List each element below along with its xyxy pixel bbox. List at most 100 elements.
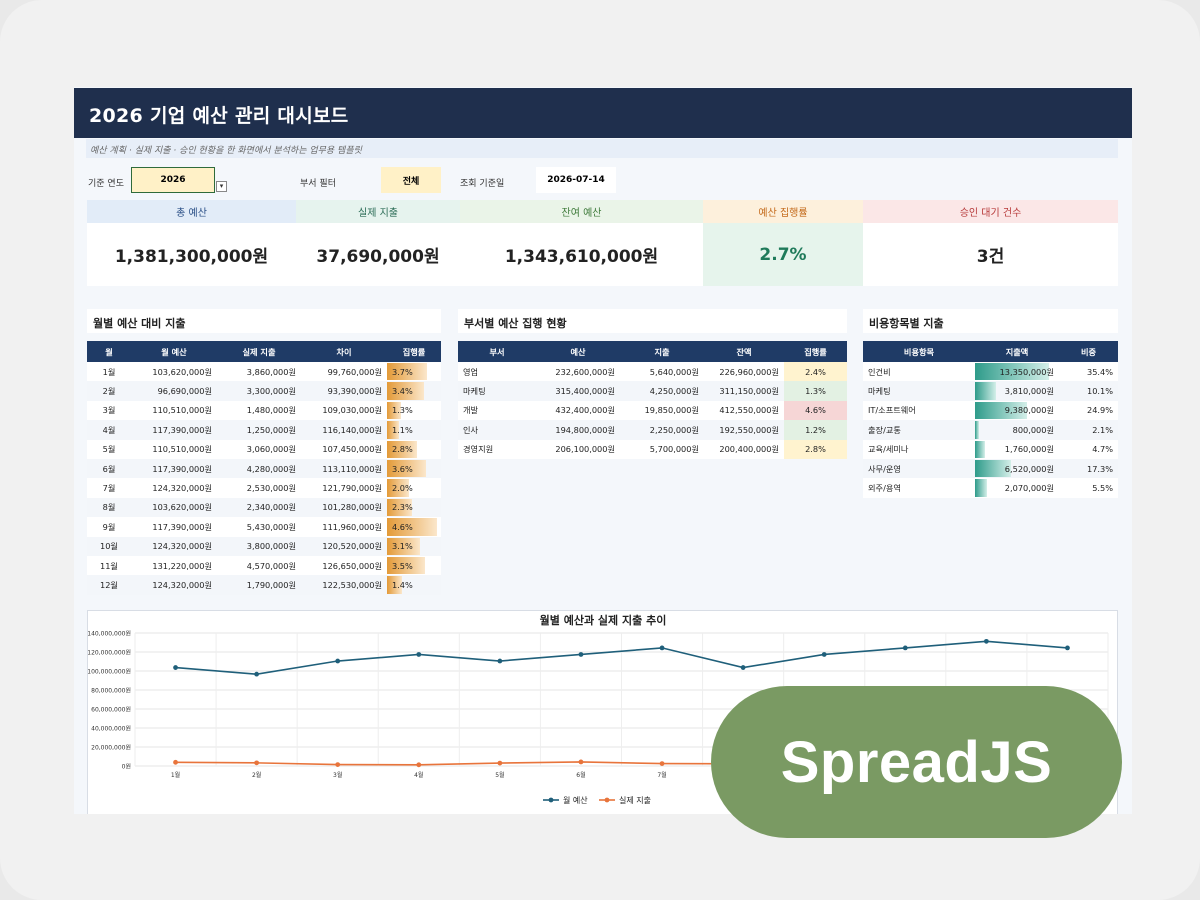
- diff-cell[interactable]: 107,450,000원: [301, 439, 387, 459]
- share-cell[interactable]: 4.7%: [1059, 439, 1118, 459]
- budget-cell[interactable]: 124,320,000원: [131, 536, 217, 556]
- table-row[interactable]: 10월 124,320,000원 3,800,000원 120,520,000원 3.1…: [87, 536, 441, 556]
- diff-cell[interactable]: 93,390,000원: [301, 381, 387, 401]
- budget-cell[interactable]: 96,690,000원: [131, 381, 217, 401]
- data-point[interactable]: [416, 762, 422, 768]
- budget-cell[interactable]: 206,100,000원: [536, 439, 620, 459]
- table-row[interactable]: 2월 96,690,000원 3,300,000원 93,390,000원 3.4%: [87, 381, 441, 401]
- share-cell[interactable]: 2.1%: [1059, 420, 1118, 440]
- dept-name-cell[interactable]: 영업: [458, 362, 536, 382]
- dept-name-cell[interactable]: 개발: [458, 400, 536, 421]
- diff-cell[interactable]: 121,790,000원: [301, 478, 387, 498]
- dept-name-cell[interactable]: 마케팅: [458, 381, 536, 401]
- budget-cell[interactable]: 117,390,000원: [131, 517, 217, 537]
- share-cell[interactable]: 35.4%: [1059, 362, 1118, 382]
- remain-cell[interactable]: 311,150,000원: [704, 381, 784, 401]
- table-row[interactable]: 출장/교통 800,000원 2.1%: [863, 420, 1118, 440]
- category-cell[interactable]: 사무/운영: [863, 458, 975, 479]
- rate-cell[interactable]: 2.0%: [387, 478, 441, 498]
- data-point[interactable]: [254, 671, 260, 677]
- month-cell[interactable]: 1월: [87, 362, 131, 382]
- category-cell[interactable]: 출장/교통: [863, 420, 975, 440]
- column-header[interactable]: 실제 지출: [217, 341, 301, 362]
- column-header[interactable]: 비용항목: [863, 341, 975, 362]
- month-cell[interactable]: 8월: [87, 497, 131, 518]
- rate-cell[interactable]: 4.6%: [387, 517, 441, 537]
- diff-cell[interactable]: 126,650,000원: [301, 555, 387, 576]
- spend-cell[interactable]: 3,860,000원: [217, 362, 301, 382]
- budget-cell[interactable]: 131,220,000원: [131, 555, 217, 576]
- spend-cell[interactable]: 1,250,000원: [217, 420, 301, 440]
- dept-name-cell[interactable]: 인사: [458, 420, 536, 440]
- budget-cell[interactable]: 124,320,000원: [131, 478, 217, 498]
- table-row[interactable]: 사무/운영 6,520,000원 17.3%: [863, 458, 1118, 479]
- share-cell[interactable]: 17.3%: [1059, 458, 1118, 479]
- table-row[interactable]: IT/소프트웨어 9,380,000원 24.9%: [863, 400, 1118, 421]
- spend-cell[interactable]: 5,430,000원: [217, 517, 301, 537]
- table-row[interactable]: 7월 124,320,000원 2,530,000원 121,790,000원 2.0%: [87, 478, 441, 498]
- column-header[interactable]: 잔액: [704, 341, 784, 362]
- rate-cell[interactable]: 3.7%: [387, 362, 441, 382]
- spend-cell[interactable]: 2,530,000원: [217, 478, 301, 498]
- spend-cell[interactable]: 3,800,000원: [217, 536, 301, 556]
- diff-cell[interactable]: 113,110,000원: [301, 458, 387, 479]
- data-point[interactable]: [740, 665, 746, 670]
- data-point[interactable]: [254, 760, 260, 766]
- diff-cell[interactable]: 116,140,000원: [301, 420, 387, 440]
- spend-cell[interactable]: 1,790,000원: [217, 575, 301, 595]
- budget-cell[interactable]: 117,390,000원: [131, 420, 217, 440]
- share-cell[interactable]: 24.9%: [1059, 400, 1118, 421]
- data-point[interactable]: [578, 759, 584, 765]
- data-point[interactable]: [497, 760, 503, 766]
- month-cell[interactable]: 4월: [87, 420, 131, 440]
- budget-cell[interactable]: 194,800,000원: [536, 420, 620, 440]
- spend-cell[interactable]: 4,250,000원: [620, 381, 704, 401]
- month-cell[interactable]: 9월: [87, 517, 131, 537]
- amount-cell[interactable]: 2,070,000원: [975, 478, 1059, 498]
- rate-cell[interactable]: 1.2%: [784, 420, 847, 440]
- budget-cell[interactable]: 103,620,000원: [131, 362, 217, 382]
- data-point[interactable]: [173, 665, 178, 670]
- column-header[interactable]: 차이: [301, 341, 387, 362]
- rate-cell[interactable]: 1.3%: [387, 400, 441, 421]
- month-cell[interactable]: 2월: [87, 381, 131, 401]
- category-cell[interactable]: 교육/세미나: [863, 439, 975, 459]
- budget-cell[interactable]: 103,620,000원: [131, 497, 217, 518]
- month-cell[interactable]: 10월: [87, 536, 131, 556]
- spend-cell[interactable]: 5,640,000원: [620, 362, 704, 382]
- data-point[interactable]: [1065, 645, 1070, 651]
- spend-cell[interactable]: 3,300,000원: [217, 381, 301, 401]
- table-row[interactable]: 4월 117,390,000원 1,250,000원 116,140,000원 1.1%: [87, 420, 441, 440]
- budget-cell[interactable]: 232,600,000원: [536, 362, 620, 382]
- column-header[interactable]: 집행률: [387, 341, 441, 362]
- amount-cell[interactable]: 3,810,000원: [975, 381, 1059, 401]
- table-row[interactable]: 11월 131,220,000원 4,570,000원 126,650,000원 3.5…: [87, 555, 441, 576]
- amount-cell[interactable]: 800,000원: [975, 420, 1059, 440]
- column-header[interactable]: 지출액: [975, 341, 1059, 362]
- month-cell[interactable]: 6월: [87, 458, 131, 479]
- month-cell[interactable]: 12월: [87, 575, 131, 595]
- table-row[interactable]: 9월 117,390,000원 5,430,000원 111,960,000원 4.6%: [87, 517, 441, 537]
- rate-cell[interactable]: 4.6%: [784, 400, 847, 421]
- rate-cell[interactable]: 2.3%: [387, 497, 441, 518]
- data-point[interactable]: [902, 645, 908, 651]
- remain-cell[interactable]: 192,550,000원: [704, 420, 784, 440]
- budget-cell[interactable]: 432,400,000원: [536, 400, 620, 421]
- expense-table[interactable]: 비용항목 지출액 비중 인건비 13,350,000원 35.4% 마케팅 3,810,00…: [863, 341, 1118, 498]
- month-cell[interactable]: 11월: [87, 555, 131, 576]
- remain-cell[interactable]: 226,960,000원: [704, 362, 784, 382]
- category-cell[interactable]: 마케팅: [863, 381, 975, 401]
- rate-cell[interactable]: 2.8%: [387, 439, 441, 459]
- amount-cell[interactable]: 9,380,000원: [975, 400, 1059, 421]
- month-cell[interactable]: 7월: [87, 478, 131, 498]
- table-row[interactable]: 1월 103,620,000원 3,860,000원 99,760,000원 3.7%: [87, 362, 441, 382]
- table-row[interactable]: 경영지원 206,100,000원 5,700,000원 200,400,000원 2.…: [458, 439, 847, 459]
- diff-cell[interactable]: 99,760,000원: [301, 362, 387, 382]
- year-filter-cell[interactable]: 2026: [131, 167, 215, 193]
- rate-cell[interactable]: 1.4%: [387, 575, 441, 595]
- dept-name-cell[interactable]: 경영지원: [458, 439, 536, 459]
- table-row[interactable]: 인사 194,800,000원 2,250,000원 192,550,000원 1.2%: [458, 420, 847, 440]
- month-cell[interactable]: 5월: [87, 439, 131, 459]
- rate-cell[interactable]: 3.6%: [387, 458, 441, 479]
- table-row[interactable]: 영업 232,600,000원 5,640,000원 226,960,000원 2.4%: [458, 362, 847, 382]
